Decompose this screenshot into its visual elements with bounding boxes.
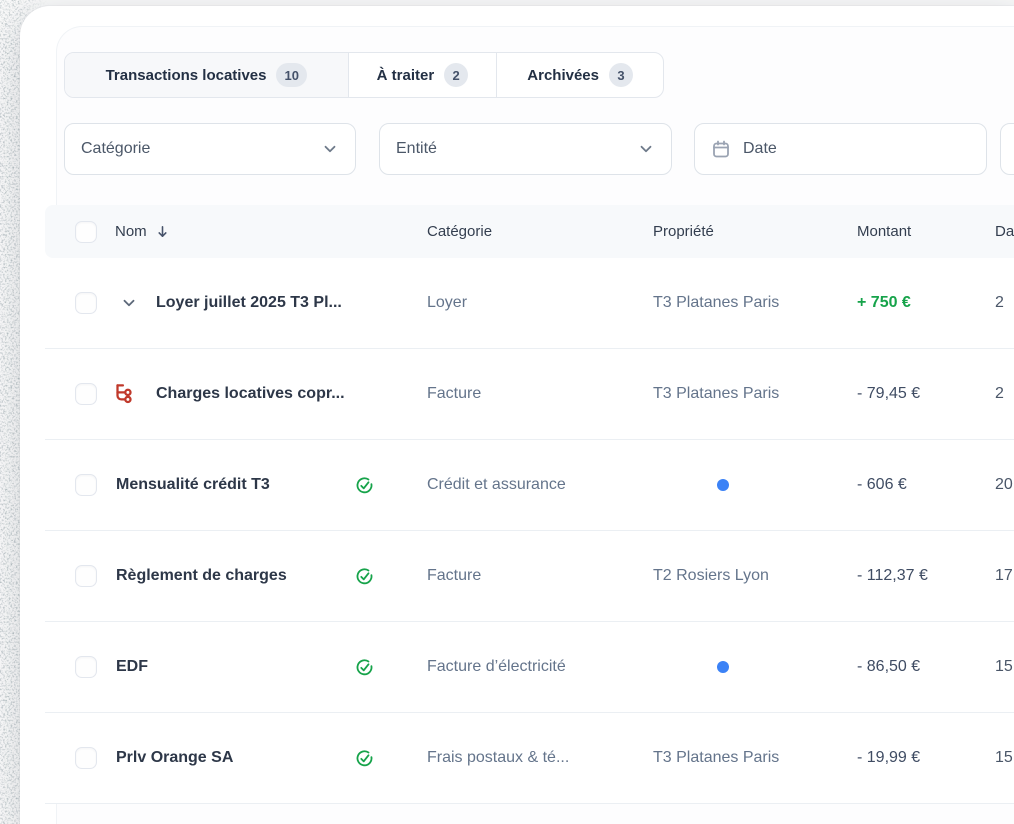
category-filter-label: Catégorie [81, 140, 151, 157]
transaction-name: Règlement de charges [116, 567, 287, 584]
column-header-propriete[interactable]: Propriété [653, 223, 714, 240]
transaction-amount: - 606 € [857, 476, 907, 493]
reconciled-check-icon [355, 622, 374, 712]
table-row[interactable]: Loyer juillet 2025 T3 Pl... Loyer T3 Plata… [45, 258, 1014, 349]
entity-filter-dropdown[interactable]: Entité [379, 123, 672, 175]
reconciled-check-icon [355, 440, 374, 530]
transaction-amount: - 112,37 € [857, 567, 928, 584]
transaction-property: T2 Rosiers Lyon [653, 567, 769, 584]
tab-transactions-locatives[interactable]: Transactions locatives 10 [65, 53, 348, 97]
property-dot [717, 479, 729, 491]
transaction-date: 2 [995, 385, 1004, 402]
row-checkbox[interactable] [75, 565, 97, 587]
table-header: Nom Catégorie Propriété Montant Date [45, 205, 1014, 258]
transaction-property: T3 Platanes Paris [653, 749, 780, 766]
transaction-amount: + 750 € [857, 294, 911, 311]
transaction-date: 17 [995, 567, 1013, 584]
transaction-name: Mensualité crédit T3 [116, 476, 270, 493]
tab-count-badge: 3 [609, 63, 633, 87]
row-checkbox[interactable] [75, 292, 97, 314]
table-row[interactable]: Charges locatives copr... Facture T3 Plata… [45, 349, 1014, 440]
row-checkbox[interactable] [75, 656, 97, 678]
row-checkbox[interactable] [75, 383, 97, 405]
transaction-date: 2 [995, 294, 1004, 311]
tab-count-badge: 10 [276, 63, 307, 87]
entity-filter-label: Entité [396, 140, 437, 157]
transaction-property: T3 Platanes Paris [653, 294, 780, 311]
transaction-name: Prlv Orange SA [116, 749, 234, 766]
transaction-name: EDF [116, 658, 148, 675]
property-dot [717, 661, 729, 673]
reconciled-check-icon [355, 531, 374, 621]
transaction-category: Facture [427, 385, 482, 402]
date-filter[interactable]: Date [694, 123, 987, 175]
tab-count-badge: 2 [444, 63, 469, 87]
column-header-nom[interactable]: Nom [115, 205, 170, 258]
row-checkbox[interactable] [75, 474, 97, 496]
sort-descending-icon [155, 224, 170, 239]
tab-label: Transactions locatives [105, 66, 267, 84]
transaction-category: Crédit et assurance [427, 476, 566, 493]
transaction-property: T3 Platanes Paris [653, 385, 780, 402]
transaction-amount: - 86,50 € [857, 658, 921, 675]
table-row[interactable]: EDF Facture d’électricité - 86,50 € 15 [45, 622, 1014, 713]
reconciled-check-icon [355, 713, 374, 803]
tab-label: À traiter [376, 66, 435, 84]
extra-filter-partial[interactable] [1000, 123, 1014, 175]
transaction-name: Loyer juillet 2025 T3 Pl... [156, 294, 342, 311]
category-filter-dropdown[interactable]: Catégorie [64, 123, 356, 175]
tab-a-traiter[interactable]: À traiter 2 [347, 53, 497, 97]
select-all-checkbox[interactable] [75, 221, 97, 243]
transactions-table-body: Loyer juillet 2025 T3 Pl... Loyer T3 Plata… [45, 258, 1014, 804]
transactions-tab-bar: Transactions locatives 10 À traiter 2 Ar… [64, 52, 664, 98]
column-header-categorie[interactable]: Catégorie [427, 223, 493, 240]
transaction-category: Facture [427, 567, 482, 584]
table-row[interactable]: Mensualité crédit T3 Crédit et assurance -… [45, 440, 1014, 531]
table-row[interactable]: Prlv Orange SA Frais postaux & té... T3 Pl… [45, 713, 1014, 804]
transaction-category: Frais postaux & té... [427, 749, 570, 766]
transaction-date: 15 [995, 749, 1013, 766]
row-checkbox[interactable] [75, 747, 97, 769]
tab-archivees[interactable]: Archivées 3 [496, 53, 663, 97]
table-row[interactable]: Règlement de charges Facture T2 Rosiers Ly… [45, 531, 1014, 622]
transaction-date: 20 [995, 476, 1013, 493]
calendar-icon [711, 139, 731, 159]
transaction-date: 15 [995, 658, 1013, 675]
transaction-category: Loyer [427, 294, 468, 311]
chevron-down-icon [321, 140, 339, 158]
tab-label: Archivées [527, 66, 599, 84]
column-header-date[interactable]: Date [995, 223, 1014, 240]
transaction-amount: - 79,45 € [857, 385, 921, 402]
date-filter-label: Date [743, 140, 777, 157]
expand-chevron-icon[interactable] [120, 258, 138, 348]
transaction-category: Facture d’électricité [427, 658, 566, 675]
chevron-down-icon [637, 140, 655, 158]
column-header-montant[interactable]: Montant [857, 223, 912, 240]
split-transaction-icon [111, 349, 137, 439]
transaction-name: Charges locatives copr... [156, 385, 345, 402]
transaction-amount: - 19,99 € [857, 749, 921, 766]
